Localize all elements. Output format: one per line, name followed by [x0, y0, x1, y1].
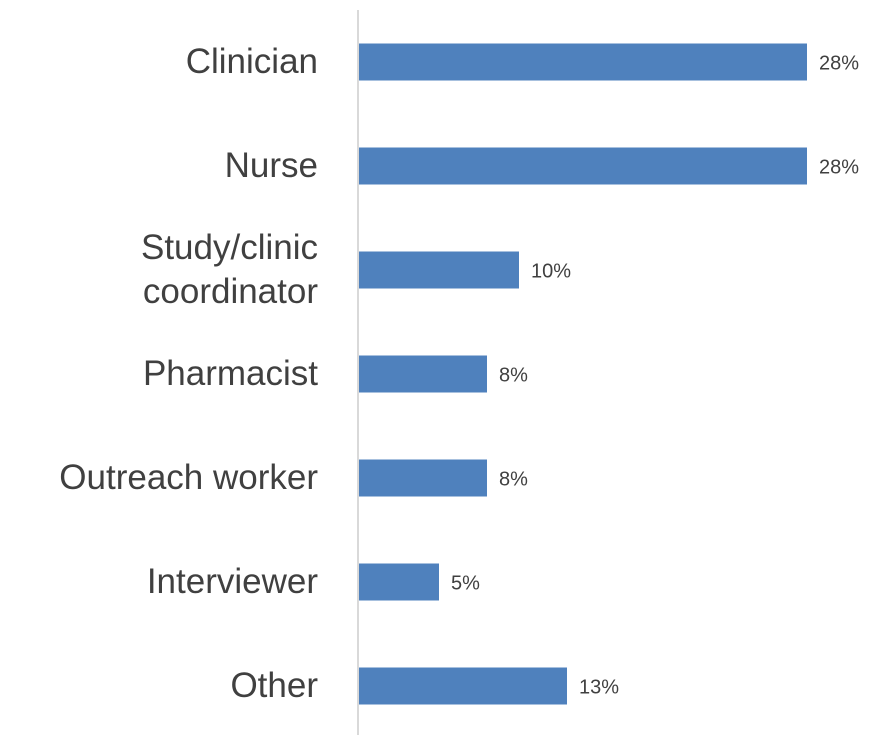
value-label: 5%: [451, 572, 480, 594]
bar: [359, 251, 519, 289]
bar: [359, 459, 487, 497]
category-label: Study/clinic coordinator: [140, 228, 318, 311]
category-label: Outreach worker: [59, 458, 318, 497]
bar: [359, 563, 439, 601]
bar: [359, 43, 807, 81]
value-label: 10%: [531, 260, 571, 282]
bar: [359, 147, 807, 185]
value-label: 8%: [499, 468, 528, 490]
value-label: 28%: [819, 52, 859, 74]
value-label: 28%: [819, 156, 859, 178]
bar: [359, 667, 567, 705]
category-label: Nurse: [224, 146, 318, 185]
category-label: Pharmacist: [142, 354, 318, 393]
category-label: Other: [230, 666, 318, 705]
value-label: 13%: [579, 676, 619, 698]
bar: [359, 355, 487, 393]
category-label: Interviewer: [146, 562, 318, 601]
category-label: Clinician: [185, 42, 318, 81]
value-label: 8%: [499, 364, 528, 386]
